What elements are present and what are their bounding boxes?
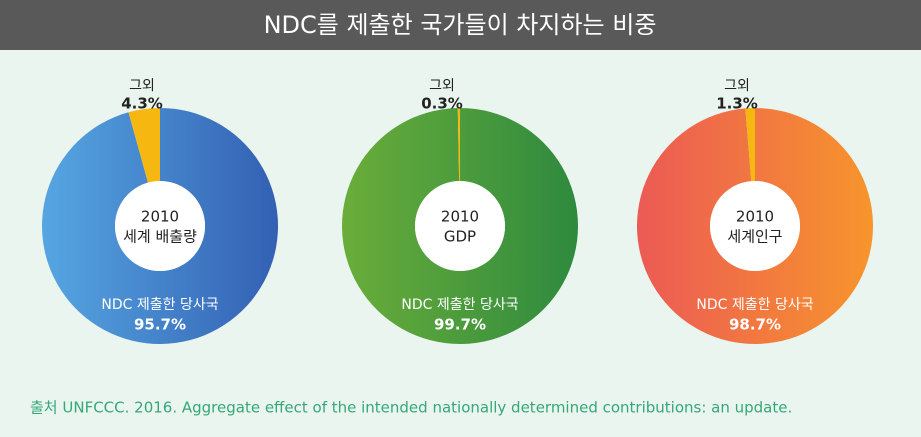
donut-segment	[42, 108, 278, 344]
category-label: NDC 제출한 당사국	[696, 297, 813, 313]
donut-hole	[710, 181, 800, 271]
value-label: 95.7%	[134, 316, 186, 334]
value-label: 99.7%	[434, 316, 486, 334]
center-label: GDP	[444, 228, 476, 246]
donut-segment	[745, 108, 755, 182]
category-label: NDC 제출한 당사국	[101, 297, 218, 313]
source: 출처 UNFCCC. 2016. Aggregate effect of the…	[30, 399, 792, 417]
center-label: 2010	[141, 208, 179, 226]
value-label: 4.3%	[121, 95, 163, 113]
donut-segment	[342, 108, 579, 345]
donut-hole	[115, 181, 205, 271]
value-label: 1.3%	[716, 95, 758, 113]
center-label: 세계 배출량	[123, 228, 197, 246]
value-label: 98.7%	[729, 316, 781, 334]
category-label: 그외	[724, 78, 750, 94]
title: NDC를 제출한 국가들이 차지하는 비중	[264, 11, 657, 39]
donut-hole	[415, 181, 505, 271]
donut-segment	[457, 108, 460, 182]
center-label: 2010	[736, 208, 774, 226]
value-label: 0.3%	[421, 95, 463, 113]
center-label: 세계인구	[727, 228, 782, 246]
donut-segment	[636, 108, 873, 344]
title-bar	[0, 0, 921, 50]
category-label: 그외	[429, 78, 455, 94]
category-label: NDC 제출한 당사국	[401, 297, 518, 313]
donut-segment	[128, 108, 160, 183]
center-label: 2010	[441, 208, 479, 226]
category-label: 그외	[129, 78, 155, 94]
